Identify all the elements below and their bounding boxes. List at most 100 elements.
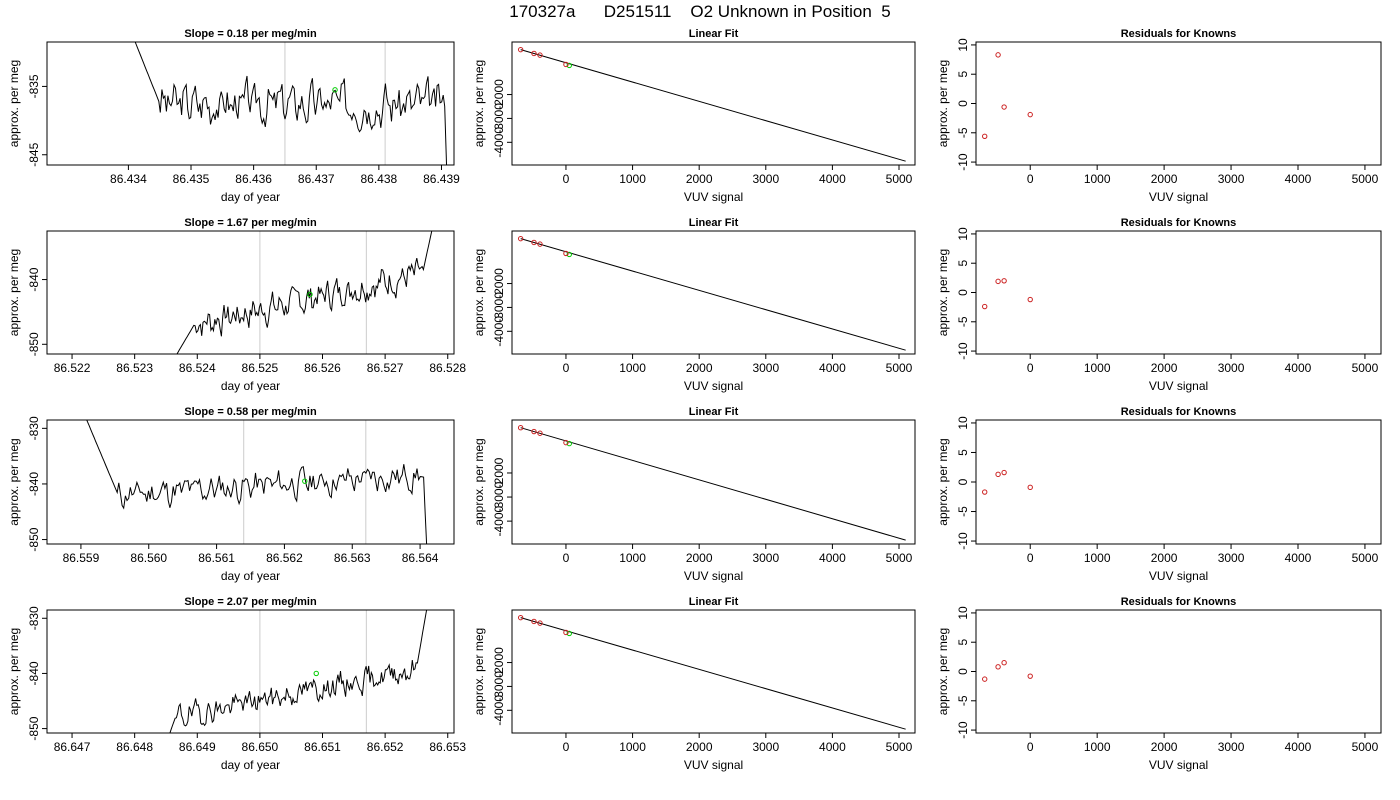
x-tick-label: 86.434: [110, 172, 147, 186]
panel-title: Slope = 0.18 per meg/min: [184, 28, 317, 40]
fit-line: [520, 49, 906, 162]
y-tick-label: 5: [956, 449, 970, 456]
plot-frame: [511, 230, 916, 355]
known-point: [517, 425, 524, 431]
known-point: [1027, 111, 1033, 118]
known-point: [1001, 660, 1007, 666]
y-tick-label: -4000: [492, 316, 506, 347]
x-tick-label: 0: [1027, 551, 1034, 565]
y-tick-label: -830: [27, 416, 41, 440]
plot-area: [982, 660, 1033, 682]
y-axis-label: approx. per meg: [7, 249, 21, 336]
x-tick-label: 5000: [886, 361, 913, 375]
x-tick-label: 4000: [1285, 551, 1312, 565]
y-tick-label: -3000: [492, 671, 506, 702]
x-tick-label: 0: [563, 551, 570, 565]
y-axis-label: approx. per meg: [472, 438, 486, 525]
x-tick-label: 4000: [819, 740, 846, 754]
x-tick-label: 4000: [1285, 172, 1312, 186]
x-tick-label: 2000: [1151, 361, 1178, 375]
plot-area: [517, 46, 906, 162]
panel-r3-c1: Slope = 0.58 per meg/min 86.559 86.560 86.5…: [7, 406, 455, 583]
x-tick-label: 4000: [1285, 740, 1312, 754]
unknown-marker: [332, 87, 338, 93]
x-tick-label: 2000: [1151, 740, 1178, 754]
y-axis-label: approx. per meg: [936, 249, 950, 336]
y-tick-label: -4000: [492, 505, 506, 536]
plot-frame: [46, 609, 455, 734]
y-tick-label: 0: [956, 668, 970, 675]
x-axis-label: VUV signal: [1149, 379, 1208, 393]
x-tick-label: 86.525: [242, 361, 279, 375]
y-tick-label: 10: [956, 416, 970, 430]
y-tick-label: 0: [956, 100, 970, 107]
x-tick-label: 4000: [819, 361, 846, 375]
x-tick-label: 4000: [819, 551, 846, 565]
x-tick-label: 86.564: [402, 551, 439, 565]
known-point: [563, 250, 569, 257]
x-axis-label: VUV signal: [684, 190, 743, 204]
plot-frame: [511, 419, 916, 545]
x-axis-label: VUV signal: [1149, 758, 1208, 772]
x-tick-label: 1000: [619, 551, 646, 565]
x-tick-label: 0: [563, 361, 570, 375]
y-axis-label: approx. per meg: [7, 628, 21, 715]
known-point: [531, 50, 537, 57]
panel-title: Residuals for Knowns: [1121, 217, 1237, 229]
y-tick-label: -840: [27, 661, 41, 685]
x-tick-label: 0: [563, 740, 570, 754]
y-tick-label: -4000: [492, 695, 506, 726]
known-point: [982, 676, 988, 682]
x-tick-label: 2000: [686, 172, 713, 186]
x-tick-label: 4000: [819, 172, 846, 186]
x-tick-label: 1000: [1084, 361, 1111, 375]
x-tick-label: 0: [1027, 172, 1034, 186]
x-tick-label: 86.562: [266, 551, 303, 565]
plot-area: [982, 52, 1033, 140]
y-tick-label: -2000: [492, 457, 506, 488]
plot-frame: [975, 419, 1382, 545]
y-tick-label: 5: [956, 71, 970, 78]
panel-r2-c2: Linear Fit 0 1000 2000 3000 4000 5000 -2000-300…: [472, 217, 916, 393]
signal-trace: [86, 420, 428, 544]
panel-title: Slope = 0.58 per meg/min: [184, 406, 317, 418]
x-tick-label: 1000: [1084, 740, 1111, 754]
y-tick-label: -10: [956, 342, 970, 360]
x-tick-label: 5000: [886, 740, 913, 754]
known-point: [517, 614, 524, 621]
y-tick-label: 0: [956, 478, 970, 485]
x-axis-label: day of year: [221, 758, 280, 772]
known-point: [517, 46, 524, 53]
known-point: [995, 664, 1001, 670]
panel-title: Slope = 2.07 per meg/min: [184, 596, 317, 608]
y-tick-label: 10: [956, 227, 970, 241]
x-tick-label: 86.522: [54, 361, 91, 375]
panel-r2-c1: Slope = 1.67 per meg/min 86.522 86.523 86.5…: [7, 217, 466, 393]
unknown-point: [566, 630, 572, 637]
signal-trace: [169, 610, 428, 733]
plot-frame: [975, 230, 1382, 355]
y-tick-label: -2000: [492, 647, 506, 678]
known-point: [563, 439, 569, 446]
unknown-marker: [307, 291, 313, 298]
x-tick-label: 86.439: [423, 172, 460, 186]
y-axis-label: approx. per meg: [936, 438, 950, 525]
plot-frame: [46, 41, 455, 166]
known-point: [1001, 278, 1007, 284]
x-tick-label: 3000: [1218, 740, 1245, 754]
x-tick-label: 3000: [752, 740, 779, 754]
plot-area: [982, 278, 1033, 310]
panel-title: Residuals for Knowns: [1121, 596, 1237, 608]
plot-area: [517, 425, 906, 541]
plot-frame: [511, 41, 916, 166]
y-tick-label: -5: [956, 506, 970, 517]
plot-area: [517, 235, 906, 351]
y-tick-label: -10: [956, 721, 970, 739]
known-point: [995, 471, 1001, 478]
plot-area: [169, 610, 428, 733]
plot-frame: [511, 609, 916, 734]
fit-line: [520, 617, 906, 730]
x-tick-label: 86.528: [429, 361, 466, 375]
known-point: [1001, 469, 1007, 476]
x-tick-label: 86.647: [54, 740, 91, 754]
